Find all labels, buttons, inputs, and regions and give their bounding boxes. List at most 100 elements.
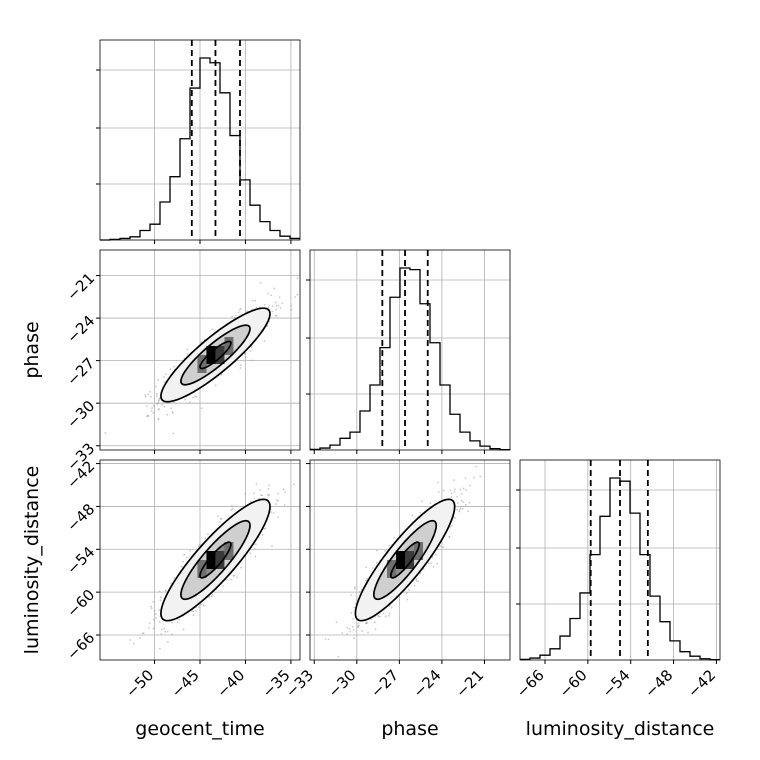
scatter-point bbox=[234, 314, 237, 317]
scatter-point bbox=[465, 489, 468, 491]
y-tick-label: −24 bbox=[63, 312, 98, 347]
contour-line bbox=[389, 541, 421, 579]
scatter-point bbox=[275, 503, 277, 505]
scatter-point bbox=[275, 308, 277, 311]
histogram-panel-luminosity_distance: −66 −60 −54 −48 −42 bbox=[513, 459, 721, 701]
scatter-point bbox=[270, 294, 273, 297]
x-axis-label-geocent_time: geocent_time bbox=[135, 718, 264, 740]
scatter-point bbox=[429, 502, 432, 505]
y-tick-label: −30 bbox=[63, 397, 98, 432]
scatter-point bbox=[180, 565, 183, 568]
density-cell bbox=[224, 345, 234, 355]
scatter-point bbox=[451, 524, 453, 527]
scatter-point bbox=[442, 546, 445, 548]
y-tick-label: −54 bbox=[63, 543, 98, 578]
scatter-point bbox=[431, 556, 434, 559]
scatter-point bbox=[354, 602, 357, 605]
scatter-point bbox=[148, 622, 151, 625]
scatter-point bbox=[204, 537, 207, 540]
scatter-point bbox=[176, 621, 179, 624]
scatter-point bbox=[152, 627, 155, 630]
y-ticks bbox=[306, 463, 310, 636]
density-cell bbox=[206, 345, 216, 355]
scatter-point bbox=[415, 578, 418, 581]
x-ticks bbox=[313, 450, 485, 454]
density-cell bbox=[197, 569, 207, 578]
scatter-point bbox=[352, 629, 355, 631]
density-cell bbox=[206, 354, 216, 364]
scatter-point bbox=[263, 304, 266, 306]
scatter-point bbox=[275, 314, 278, 317]
scatter-point bbox=[460, 499, 463, 502]
scatter-point bbox=[231, 315, 234, 318]
scatter-point bbox=[459, 507, 462, 510]
scatter-point bbox=[225, 579, 228, 581]
scatter-point bbox=[475, 465, 478, 468]
scatter-point bbox=[462, 487, 465, 490]
scatter-point bbox=[388, 544, 391, 547]
scatter-point bbox=[200, 603, 203, 606]
scatter-point bbox=[271, 305, 274, 307]
scatter-point bbox=[290, 309, 293, 311]
scatter-point bbox=[155, 385, 157, 388]
panel-frame bbox=[519, 459, 721, 661]
scatter-point bbox=[264, 527, 267, 530]
scatter-point bbox=[479, 475, 482, 478]
scatter-point bbox=[468, 501, 471, 504]
scatter-point bbox=[261, 494, 264, 497]
scatter-point bbox=[158, 620, 161, 623]
scatter-point bbox=[421, 500, 424, 503]
scatter-point bbox=[150, 410, 153, 412]
scatter-point bbox=[376, 549, 378, 552]
scatter-point bbox=[278, 296, 281, 299]
scatter-point bbox=[460, 492, 463, 495]
scatter-point bbox=[166, 640, 169, 643]
scatter-point bbox=[195, 610, 197, 612]
scatter-point bbox=[230, 509, 233, 511]
scatter-point bbox=[254, 299, 257, 302]
scatter-point bbox=[148, 626, 150, 629]
contour-line bbox=[180, 324, 251, 386]
scatter-point bbox=[459, 488, 462, 491]
scatter-point bbox=[458, 509, 461, 511]
scatter-point bbox=[374, 628, 377, 631]
scatter-point bbox=[147, 415, 150, 418]
scatter-point bbox=[206, 533, 209, 536]
scatter-point bbox=[195, 395, 198, 398]
scatter-point bbox=[237, 311, 240, 314]
scatter-point bbox=[388, 612, 391, 615]
histogram-step-line bbox=[520, 477, 720, 661]
scatter-point bbox=[249, 350, 252, 353]
scatter-point bbox=[341, 632, 344, 634]
scatter-point bbox=[413, 584, 416, 587]
scatter-point bbox=[458, 510, 461, 513]
scatter-point bbox=[468, 484, 471, 487]
scatter-point bbox=[329, 665, 331, 667]
scatter-panel-phase-vs-luminosity_distance: −33 −30 −27 −24 −21 bbox=[282, 459, 511, 701]
scatter-point bbox=[166, 413, 169, 416]
scatter-point bbox=[146, 415, 148, 418]
scatter-point bbox=[163, 405, 166, 408]
scatter-point bbox=[358, 624, 360, 627]
scatter-point bbox=[172, 432, 175, 435]
y-ticks: −33−30−27−24−21 bbox=[63, 269, 100, 474]
scatter-point bbox=[456, 496, 458, 498]
scatter-point bbox=[171, 410, 174, 413]
scatter-point bbox=[198, 606, 200, 608]
scatter-point bbox=[272, 512, 275, 515]
scatter-point bbox=[198, 543, 201, 546]
scatter-point bbox=[166, 630, 169, 633]
scatter-point bbox=[353, 637, 355, 640]
scatter-point bbox=[189, 401, 191, 404]
scatter-point bbox=[164, 373, 167, 376]
scatter-point bbox=[374, 621, 376, 624]
scatter-point bbox=[337, 655, 340, 658]
scatter-point bbox=[268, 484, 270, 487]
scatter-point bbox=[202, 604, 205, 607]
scatter-point bbox=[472, 476, 475, 479]
scatter-point bbox=[163, 381, 166, 383]
scatter-point bbox=[372, 567, 374, 569]
scatter-point bbox=[220, 373, 223, 376]
density-cell bbox=[396, 551, 406, 560]
scatter-point bbox=[406, 592, 408, 594]
